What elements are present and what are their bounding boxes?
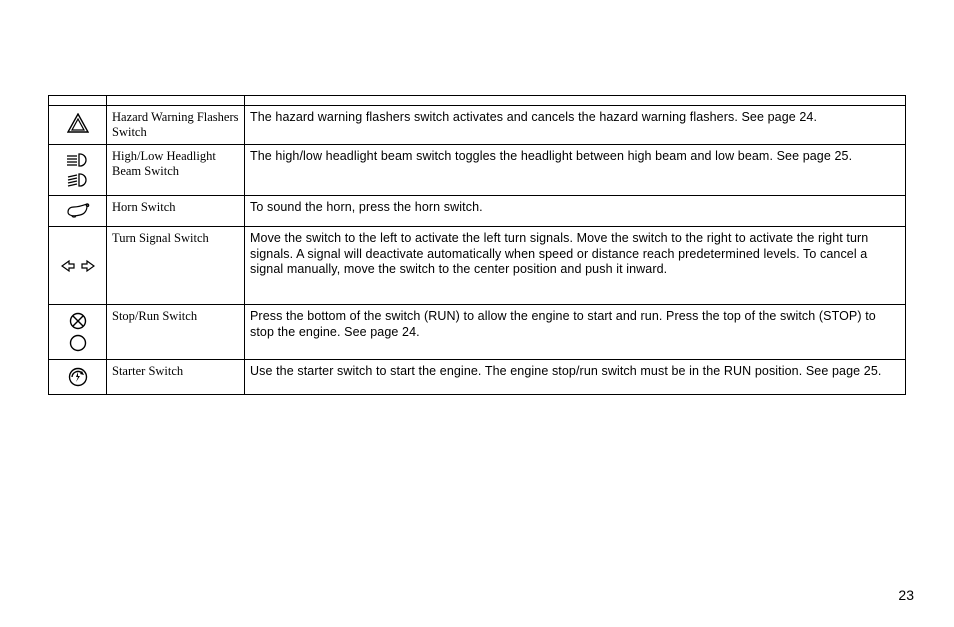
icon-cell [49, 360, 107, 395]
turn-signal-icon [54, 231, 101, 300]
table-row: Hazard Warning Flashers Switch The hazar… [49, 106, 906, 145]
table-row: High/Low Headlight Beam Switch The high/… [49, 145, 906, 196]
icon-cell [49, 305, 107, 360]
table-row: Starter Switch Use the starter switch to… [49, 360, 906, 395]
switch-name: High/Low Headlight Beam Switch [107, 145, 245, 196]
icon-cell [49, 106, 107, 145]
stop-run-icon [54, 309, 101, 355]
icon-cell [49, 196, 107, 227]
table-row: Stop/Run Switch Press the bottom of the … [49, 305, 906, 360]
page-container: Hazard Warning Flashers Switch The hazar… [0, 0, 954, 395]
switch-name: Hazard Warning Flashers Switch [107, 106, 245, 145]
icon-cell [49, 227, 107, 305]
icon-cell [49, 145, 107, 196]
switch-name: Stop/Run Switch [107, 305, 245, 360]
switch-name: Horn Switch [107, 196, 245, 227]
headlight-beam-icon [54, 149, 101, 191]
switch-desc: Use the starter switch to start the engi… [245, 360, 906, 395]
switch-desc: The hazard warning flashers switch activ… [245, 106, 906, 145]
switch-name: Turn Signal Switch [107, 227, 245, 305]
horn-icon [54, 200, 101, 222]
table-header-row [49, 96, 906, 106]
switch-name: Starter Switch [107, 360, 245, 395]
switch-desc: The high/low headlight beam switch toggl… [245, 145, 906, 196]
switch-table: Hazard Warning Flashers Switch The hazar… [48, 95, 906, 395]
page-number: 23 [898, 587, 914, 603]
hazard-icon [54, 110, 101, 136]
table-row: Horn Switch To sound the horn, press the… [49, 196, 906, 227]
switch-desc: Press the bottom of the switch (RUN) to … [245, 305, 906, 360]
switch-desc: To sound the horn, press the horn switch… [245, 196, 906, 227]
table-row: Turn Signal Switch Move the switch to th… [49, 227, 906, 305]
starter-icon [54, 364, 101, 390]
switch-desc: Move the switch to the left to activate … [245, 227, 906, 305]
